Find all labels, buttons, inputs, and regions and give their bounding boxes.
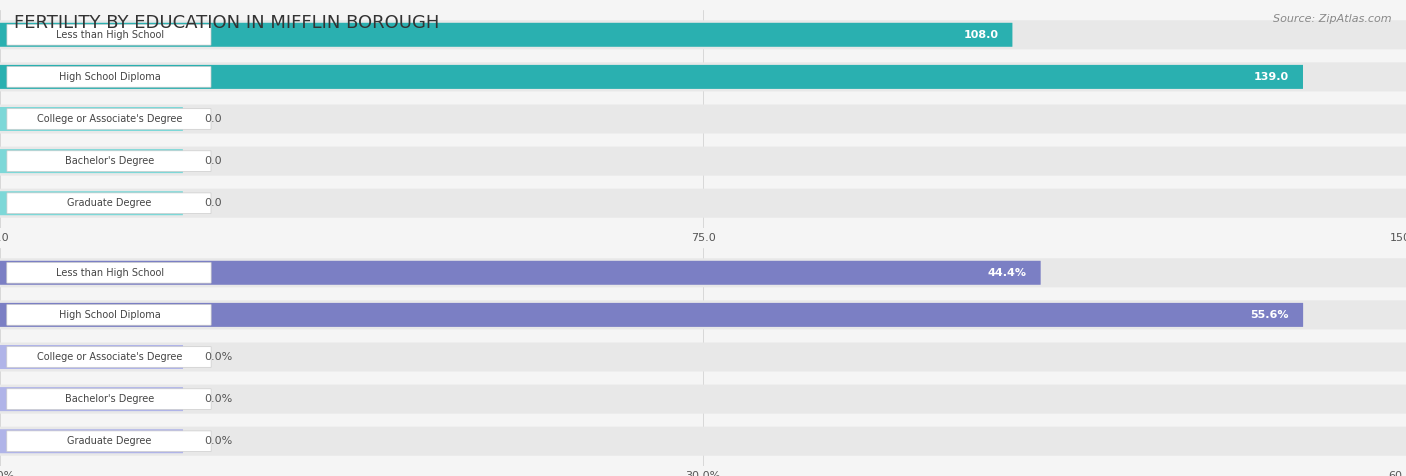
FancyBboxPatch shape xyxy=(0,303,1303,327)
FancyBboxPatch shape xyxy=(0,429,183,453)
Text: 55.6%: 55.6% xyxy=(1250,310,1289,320)
FancyBboxPatch shape xyxy=(7,389,211,409)
Text: 44.4%: 44.4% xyxy=(987,268,1026,278)
FancyBboxPatch shape xyxy=(0,191,183,215)
Text: 139.0: 139.0 xyxy=(1254,72,1289,82)
FancyBboxPatch shape xyxy=(0,107,183,131)
Text: Bachelor's Degree: Bachelor's Degree xyxy=(65,156,155,166)
FancyBboxPatch shape xyxy=(7,262,211,283)
FancyBboxPatch shape xyxy=(7,193,211,214)
FancyBboxPatch shape xyxy=(7,151,211,171)
Text: High School Diploma: High School Diploma xyxy=(59,310,160,320)
FancyBboxPatch shape xyxy=(0,345,183,369)
FancyBboxPatch shape xyxy=(7,24,211,45)
FancyBboxPatch shape xyxy=(0,65,1303,89)
FancyBboxPatch shape xyxy=(0,104,1406,134)
Text: College or Associate's Degree: College or Associate's Degree xyxy=(37,114,183,124)
Text: Bachelor's Degree: Bachelor's Degree xyxy=(65,394,155,404)
FancyBboxPatch shape xyxy=(7,431,211,452)
Text: 0.0: 0.0 xyxy=(204,198,222,208)
FancyBboxPatch shape xyxy=(0,23,1012,47)
FancyBboxPatch shape xyxy=(0,300,1406,329)
FancyBboxPatch shape xyxy=(7,67,211,87)
FancyBboxPatch shape xyxy=(7,305,211,325)
FancyBboxPatch shape xyxy=(0,147,1406,176)
FancyBboxPatch shape xyxy=(0,258,1406,288)
FancyBboxPatch shape xyxy=(0,426,1406,456)
Text: 0.0: 0.0 xyxy=(204,114,222,124)
Text: Less than High School: Less than High School xyxy=(56,268,163,278)
FancyBboxPatch shape xyxy=(0,385,1406,414)
Text: College or Associate's Degree: College or Associate's Degree xyxy=(37,352,183,362)
FancyBboxPatch shape xyxy=(7,347,211,367)
FancyBboxPatch shape xyxy=(0,342,1406,372)
FancyBboxPatch shape xyxy=(0,62,1406,91)
FancyBboxPatch shape xyxy=(0,188,1406,218)
Text: 0.0%: 0.0% xyxy=(204,436,232,446)
Text: Graduate Degree: Graduate Degree xyxy=(67,198,152,208)
Text: Source: ZipAtlas.com: Source: ZipAtlas.com xyxy=(1274,14,1392,24)
Text: High School Diploma: High School Diploma xyxy=(59,72,160,82)
Text: FERTILITY BY EDUCATION IN MIFFLIN BOROUGH: FERTILITY BY EDUCATION IN MIFFLIN BOROUG… xyxy=(14,14,440,32)
Text: Less than High School: Less than High School xyxy=(56,30,163,40)
Text: Graduate Degree: Graduate Degree xyxy=(67,436,152,446)
FancyBboxPatch shape xyxy=(0,387,183,411)
FancyBboxPatch shape xyxy=(7,109,211,129)
Text: 0.0: 0.0 xyxy=(204,156,222,166)
FancyBboxPatch shape xyxy=(0,20,1406,50)
Text: 108.0: 108.0 xyxy=(963,30,998,40)
FancyBboxPatch shape xyxy=(0,261,1040,285)
Text: 0.0%: 0.0% xyxy=(204,394,232,404)
Text: 0.0%: 0.0% xyxy=(204,352,232,362)
FancyBboxPatch shape xyxy=(0,149,183,173)
